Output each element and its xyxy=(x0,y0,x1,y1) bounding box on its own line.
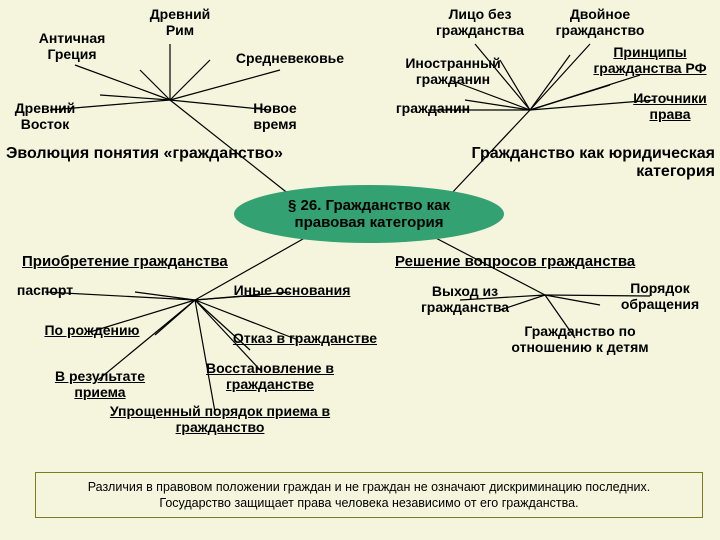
leaf-legal-3: Принципыгражданства РФ xyxy=(575,44,720,76)
leaf-resolve-2: Гражданство поотношению к детям xyxy=(480,323,680,355)
leaf-acquire-3: Отказ в гражданстве xyxy=(205,330,405,346)
leaf-acquire-6: Упрощенный порядок приема вгражданство xyxy=(70,403,370,435)
leaf-acquire-1: Иные основания xyxy=(202,282,382,298)
section-title-legal: Гражданство как юридическаякатегория xyxy=(400,145,715,181)
section-title-resolve: Решение вопросов гражданства xyxy=(395,253,635,270)
section-title-evolution: Эволюция понятия «гражданство» xyxy=(6,145,283,163)
leaf-legal-0: Лицо безгражданства xyxy=(420,6,540,38)
leaf-legal-1: Двойноегражданство xyxy=(530,6,670,38)
footer-note: Различия в правовом положении граждан и … xyxy=(35,472,703,519)
center-title: § 26. Гражданство какправовая категория xyxy=(288,197,450,231)
leaf-resolve-1: Порядокобращения xyxy=(600,280,720,312)
leaf-acquire-2: По рождению xyxy=(22,322,162,338)
leaf-acquire-5: Восстановление вгражданстве xyxy=(170,360,370,392)
leaf-legal-5: Источникиправа xyxy=(615,90,720,122)
leaf-resolve-0: Выход изгражданства xyxy=(400,283,530,315)
leaf-evolution-4: Новоевремя xyxy=(230,100,320,132)
leaf-acquire-4: В результатеприема xyxy=(30,368,170,400)
leaf-evolution-3: ДревнийВосток xyxy=(0,100,90,132)
footer-text: Различия в правовом положении граждан и … xyxy=(88,480,651,510)
leaf-evolution-0: ДревнийРим xyxy=(130,6,230,38)
leaf-legal-2: Иностранныйгражданин xyxy=(388,55,518,87)
center-topic: § 26. Гражданство какправовая категория xyxy=(234,185,504,243)
leaf-legal-4: гражданин xyxy=(378,100,488,116)
leaf-acquire-0: паспорт xyxy=(0,282,90,298)
leaf-evolution-2: Средневековье xyxy=(210,50,370,66)
section-title-acquire: Приобретение гражданства xyxy=(22,253,228,270)
leaf-evolution-1: АнтичнаяГреция xyxy=(22,30,122,62)
